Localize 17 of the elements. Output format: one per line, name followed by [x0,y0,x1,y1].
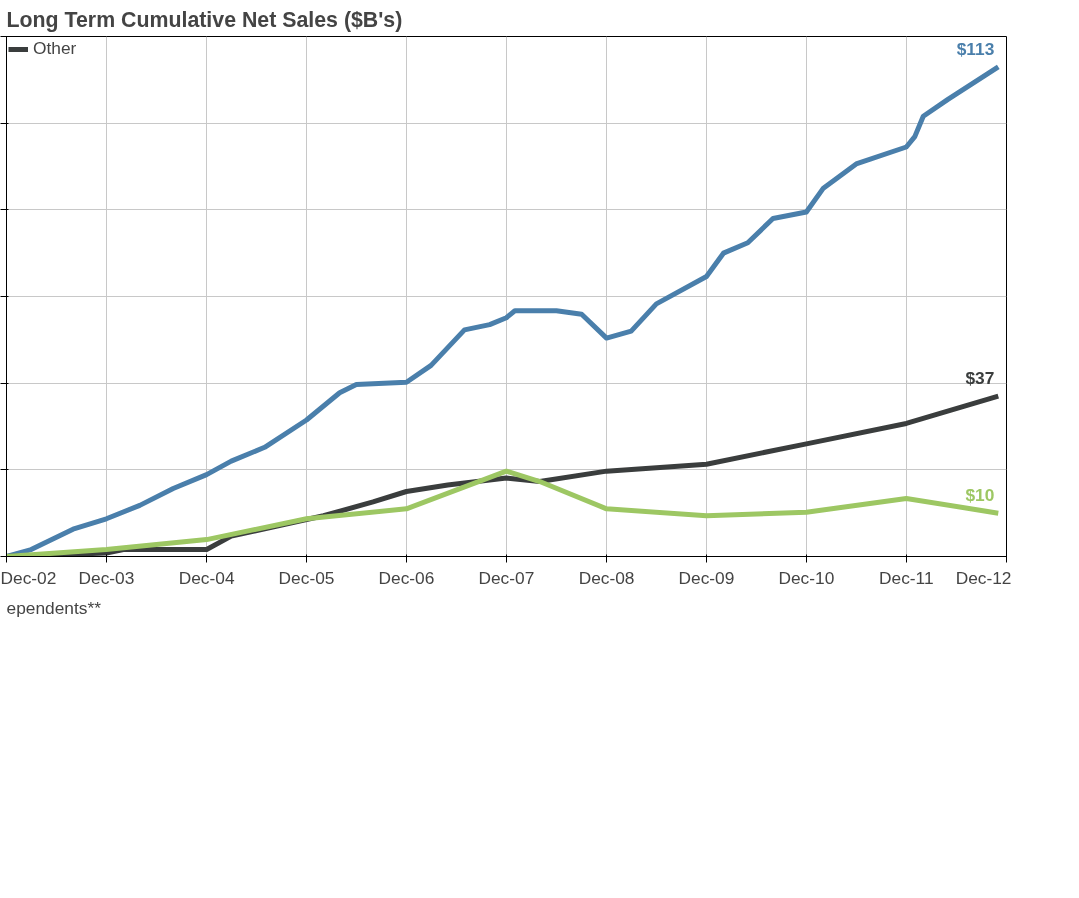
x-tick-label: Dec-06 [378,567,435,588]
x-tick-label: Dec-09 [678,567,735,588]
x-tick-label: Dec-12 [955,567,1012,588]
x-tick-label: Dec-03 [78,567,135,588]
x-tick-label: Dec-08 [578,567,635,588]
x-tick-label: Dec-04 [178,567,235,588]
text: ependents** [6,597,102,618]
x-tick-label: Dec-07 [478,567,535,588]
x-tick-label: Dec-11 [879,567,934,588]
x-tick-label: Dec-10 [778,567,835,588]
data-label: $113 [956,38,995,59]
legend-label: Other [33,38,77,59]
data-label: $10 [965,485,995,506]
x-tick-label: Dec-02 [0,567,57,588]
data-label: $37 [965,368,995,389]
chart-title: Long Term Cumulative Net Sales ($B's) [6,7,403,32]
x-tick-label: Dec-05 [278,567,335,588]
